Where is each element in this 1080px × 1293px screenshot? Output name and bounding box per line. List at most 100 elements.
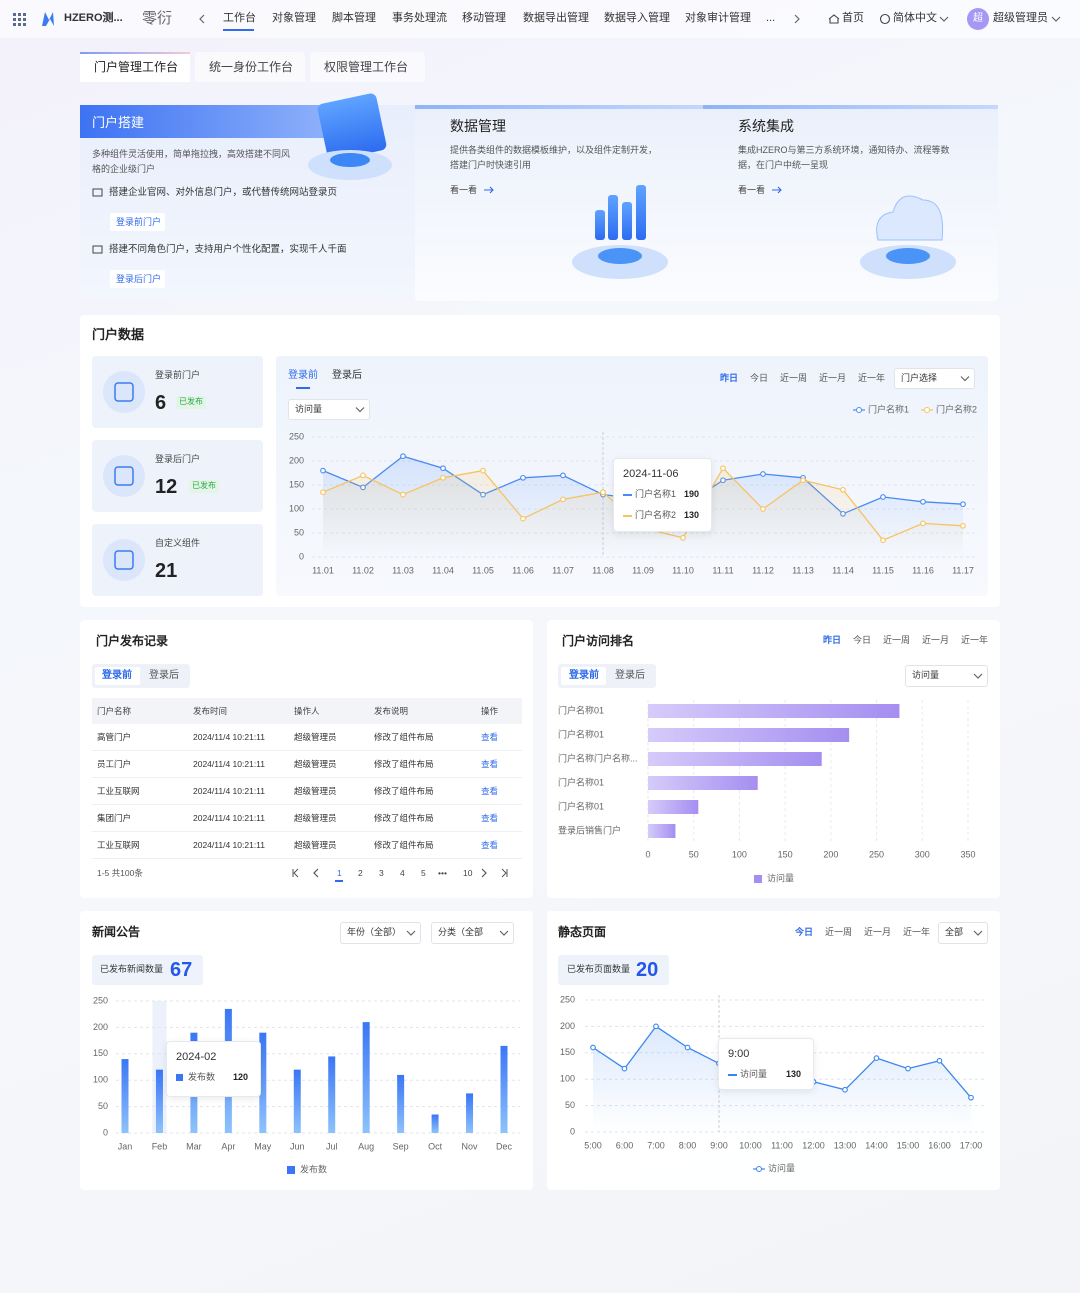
menu-item[interactable]: 数据导入管理 [604,12,670,24]
range-option[interactable]: 今日 [853,635,872,645]
card-link[interactable]: 看一看 [738,185,766,195]
section-title: 门户发布记录 [96,634,169,648]
range-option[interactable]: 近一周 [883,635,911,645]
tooltip-item-name: 门户名称2 [635,510,677,520]
page-number[interactable]: 1 [337,868,342,878]
range-option[interactable]: 近一年 [858,373,886,383]
card-link[interactable]: 看一看 [450,185,478,195]
select-box[interactable] [938,922,988,944]
card-item-button-label[interactable]: 登录前门户 [116,217,162,227]
user-name[interactable]: 超级管理员 [993,12,1048,24]
feature-card [415,105,710,301]
workspace-tab[interactable] [195,52,305,82]
tooltip [166,1041,261,1097]
table-header-cell: 发布时间 [193,706,228,716]
range-option[interactable]: 今日 [750,373,769,383]
menu-item[interactable]: 对象管理 [272,12,316,24]
page-number[interactable]: 5 [421,868,426,878]
menu-item[interactable]: ... [766,12,776,24]
tooltip-item-value: 190 [684,489,700,499]
range-option[interactable]: 近一月 [864,927,892,937]
tooltip-marker [728,1074,737,1076]
menu-item[interactable]: 移动管理 [462,12,506,24]
chart-tab[interactable]: 登录后 [332,370,362,381]
select-box[interactable] [340,922,421,944]
table-row-border [92,831,522,832]
chart-tab[interactable]: 登录前 [288,370,318,381]
workspace-tab[interactable] [310,52,425,82]
select-box[interactable] [894,368,975,389]
table-header-cell: 操作人 [294,706,320,716]
chart-tab-indicator [296,387,310,389]
workspace-tab[interactable] [80,52,190,82]
view-link[interactable]: 查看 [481,786,499,796]
range-option[interactable]: 近一年 [903,927,931,937]
select-box[interactable] [905,665,988,687]
menu-item[interactable]: 脚本管理 [332,12,376,24]
pagination-total: 1-5 共100条 [97,868,143,878]
view-link[interactable]: 查看 [481,732,499,742]
table-cell: 工业互联网 [97,840,140,850]
card-item-button-label[interactable]: 登录后门户 [116,274,162,284]
menu-item[interactable]: 对象审计管理 [685,12,751,24]
view-link[interactable]: 查看 [481,840,499,850]
table-cell: 2024/11/4 10:21:11 [193,840,266,850]
stat-value: 67 [170,959,193,981]
card-description: 多种组件灵活使用，简单拖拉拽，高效搭建不同风格的企业级门户 [92,149,291,174]
card-item-text: 搭建不同角色门户，支持用户个性化配置，实现千人千面 [109,244,347,255]
menu-item[interactable]: 工作台 [223,12,256,24]
range-option[interactable]: 近一周 [780,373,808,383]
segment-tab[interactable]: 登录后 [149,670,179,681]
stat-value: 21 [155,560,178,582]
home-link[interactable]: 首页 [842,12,864,24]
range-option[interactable]: 今日 [795,927,814,937]
stat-card [92,440,263,512]
select-box[interactable] [288,399,370,420]
page-number[interactable]: ••• [438,868,447,878]
section-title: 新闻公告 [92,925,141,939]
view-link[interactable]: 查看 [481,759,499,769]
table-cell: 修改了组件布局 [374,759,434,769]
workspace-tab-label[interactable]: 门户管理工作台 [94,60,179,74]
workspace-tab-label[interactable]: 统一身份工作台 [209,60,294,74]
stat-value: 20 [636,959,659,981]
range-option[interactable]: 昨日 [823,635,842,645]
card-item-button[interactable] [110,270,165,288]
card-title: 数据管理 [450,118,506,134]
feature-card [703,105,998,301]
stat-label: 登录前门户 [155,370,201,380]
status-tag-label: 已发布 [192,481,216,490]
card-item-button[interactable] [110,213,165,231]
select-label: 分类（全部 [438,927,484,937]
page-number[interactable]: 10 [463,868,473,878]
language-select[interactable]: 简体中文 [893,12,937,24]
segment-tab[interactable]: 登录后 [615,670,645,681]
segment-tab[interactable]: 登录前 [102,670,132,681]
table-row-border [92,858,522,859]
view-link[interactable]: 查看 [481,813,499,823]
select-label: 全部 [945,927,964,937]
page-number[interactable]: 2 [358,868,363,878]
range-option[interactable]: 近一周 [825,927,853,937]
range-option[interactable]: 近一年 [961,635,989,645]
table-cell: 2024/11/4 10:21:11 [193,759,266,769]
range-option[interactable]: 近一月 [922,635,950,645]
visit-ranking-panel [547,620,1000,898]
section-title: 门户数据 [92,327,145,342]
range-option[interactable]: 近一月 [819,373,847,383]
table-header-cell: 门户名称 [97,706,132,716]
product-name: 零衍 [142,10,173,27]
workspace-tab-label[interactable]: 权限管理工作台 [324,60,409,74]
select-label: 访问量 [912,670,940,680]
card-title: 系统集成 [738,118,794,134]
segment-tab[interactable]: 登录前 [569,670,599,681]
select-box[interactable] [431,922,514,944]
menu-item[interactable]: 数据导出管理 [523,12,589,24]
page-number[interactable]: 4 [400,868,405,878]
card-title: 门户搭建 [92,115,145,130]
menu-item[interactable]: 事务处理流 [392,12,447,24]
page-number[interactable]: 3 [379,868,384,878]
select-label: 年份（全部） [347,927,402,937]
range-option[interactable]: 昨日 [720,373,739,383]
